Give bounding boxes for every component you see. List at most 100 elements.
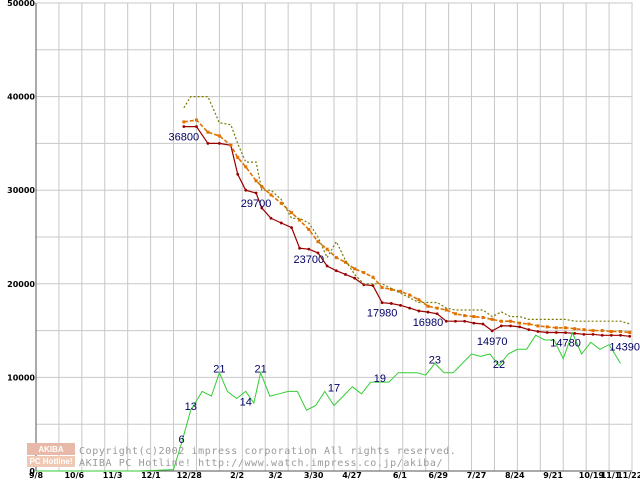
x-tick-label: 12/28 bbox=[177, 471, 203, 480]
data-point bbox=[435, 306, 439, 310]
y-tick-label: 10000 bbox=[7, 373, 35, 382]
x-tick-label: 10/6 bbox=[64, 471, 84, 480]
data-point bbox=[518, 325, 522, 329]
series-max_price bbox=[183, 96, 630, 325]
x-tick-label: 3/2 bbox=[268, 471, 282, 480]
data-point bbox=[343, 260, 347, 264]
data-point bbox=[545, 331, 549, 334]
data-point bbox=[472, 321, 476, 325]
data-label: 14970 bbox=[477, 336, 508, 348]
data-label: 29700 bbox=[241, 198, 272, 210]
x-tick-label: 12/1 bbox=[141, 471, 161, 480]
data-point bbox=[554, 326, 558, 330]
data-point bbox=[490, 329, 494, 333]
data-point bbox=[444, 319, 448, 323]
x-axis: 9/8 10/6 11/3 12/1 12/28 2/2 3/2 3/30 4/27 6/1 6/2… bbox=[29, 471, 640, 480]
data-label: 23 bbox=[429, 354, 441, 366]
data-point bbox=[600, 329, 604, 333]
data-point bbox=[609, 330, 613, 334]
logo-top-bg bbox=[27, 443, 75, 455]
data-point bbox=[194, 118, 198, 122]
data-point bbox=[334, 256, 338, 260]
data-point bbox=[260, 206, 264, 210]
data-point bbox=[290, 226, 293, 230]
data-point bbox=[325, 264, 329, 268]
x-tick-label: 3/30 bbox=[304, 471, 324, 480]
data-label: 6 bbox=[178, 434, 184, 446]
x-tick-label: 11/22 bbox=[617, 471, 640, 480]
data-point bbox=[536, 324, 540, 328]
data-point bbox=[582, 332, 586, 336]
data-point bbox=[217, 134, 221, 138]
site-url-line: AKIBA PC Hotline! http://www.watch.impre… bbox=[79, 458, 443, 469]
data-label: 21 bbox=[255, 364, 267, 376]
data-point bbox=[316, 240, 320, 244]
data-point bbox=[545, 325, 549, 329]
data-point bbox=[298, 246, 302, 250]
data-point bbox=[353, 276, 357, 280]
data-point bbox=[408, 306, 412, 310]
data-point bbox=[564, 326, 568, 330]
data-point bbox=[389, 302, 393, 305]
series-line-max_price bbox=[183, 96, 630, 325]
copyright-line: Copyright(c)2002 impress corporation All… bbox=[79, 446, 456, 457]
data-point bbox=[619, 330, 623, 334]
data-point bbox=[426, 310, 430, 314]
data-point bbox=[490, 317, 494, 321]
data-point bbox=[290, 211, 294, 215]
data-point bbox=[371, 284, 375, 288]
x-tick-label: 2/2 bbox=[230, 471, 244, 480]
data-point bbox=[444, 308, 448, 312]
series-layer bbox=[36, 96, 632, 472]
data-point bbox=[509, 324, 512, 328]
x-tick-label: 11/3 bbox=[103, 471, 123, 480]
data-point bbox=[316, 251, 320, 255]
data-label: 13 bbox=[185, 401, 197, 413]
data-point bbox=[600, 333, 604, 337]
data-label: 36800 bbox=[169, 132, 200, 144]
data-point bbox=[217, 142, 221, 145]
data-point bbox=[399, 303, 402, 307]
data-point bbox=[269, 193, 273, 197]
data-label: 17980 bbox=[367, 308, 398, 320]
x-tick-label: 10/19 bbox=[579, 471, 605, 480]
data-point bbox=[206, 130, 210, 134]
x-tick-label: 9/8 bbox=[29, 471, 43, 480]
data-point bbox=[591, 332, 595, 336]
data-point bbox=[307, 228, 311, 232]
data-point bbox=[398, 289, 402, 293]
data-point bbox=[591, 329, 595, 333]
y-tick-label: 0 bbox=[29, 467, 35, 476]
y-tick-label: 50000 bbox=[7, 0, 35, 8]
data-point bbox=[582, 328, 586, 332]
data-point bbox=[389, 287, 393, 291]
data-point bbox=[229, 143, 233, 147]
logo-bottom-text: PC Hotline! bbox=[29, 457, 72, 466]
data-point bbox=[463, 314, 467, 318]
data-point bbox=[371, 275, 375, 279]
data-point bbox=[481, 322, 485, 326]
data-point bbox=[279, 221, 283, 225]
data-label: 14 bbox=[240, 396, 252, 408]
data-point bbox=[334, 269, 338, 273]
data-point bbox=[408, 293, 412, 297]
data-point bbox=[353, 267, 357, 271]
data-point bbox=[206, 142, 210, 145]
data-label: 19 bbox=[374, 373, 386, 385]
akiba-logo: AKIBA PC Hotline! bbox=[27, 443, 75, 467]
series-min_price bbox=[182, 125, 632, 338]
x-tick-label: 9/21 bbox=[543, 471, 563, 480]
data-point bbox=[362, 271, 366, 275]
series-line-shop_count bbox=[36, 331, 621, 472]
data-point bbox=[236, 172, 240, 176]
data-point bbox=[554, 331, 558, 334]
data-label: 21 bbox=[213, 364, 225, 376]
series-shop_count bbox=[36, 331, 621, 472]
x-tick-label: 8/24 bbox=[505, 471, 525, 480]
data-point bbox=[518, 321, 522, 325]
x-tick-label: 7/27 bbox=[467, 471, 487, 480]
data-point bbox=[380, 301, 384, 305]
data-point bbox=[254, 179, 258, 183]
data-point bbox=[527, 328, 531, 332]
